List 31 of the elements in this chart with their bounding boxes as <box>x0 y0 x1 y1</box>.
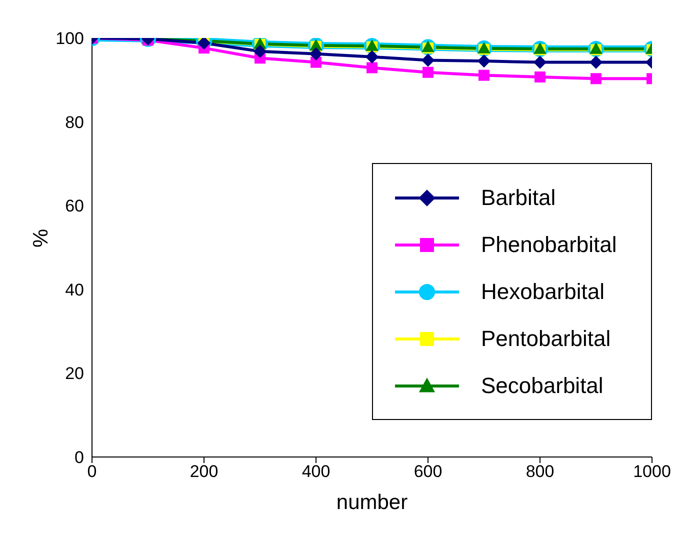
x-tick-label: 0 <box>87 462 97 482</box>
x-tick-label: 200 <box>190 462 218 482</box>
legend-label: Hexobarbital <box>481 278 605 304</box>
y-axis-title: % <box>29 228 52 248</box>
point <box>534 71 546 82</box>
point <box>533 56 547 69</box>
y-tick-label: 0 <box>74 448 84 468</box>
y-tick-label: 60 <box>65 196 84 216</box>
point <box>253 44 267 58</box>
x-tick-label: 600 <box>414 462 442 482</box>
point <box>309 47 323 61</box>
point <box>589 56 603 69</box>
legend-label: Secobarbital <box>481 372 604 398</box>
x-tick-label: 400 <box>302 462 330 482</box>
point <box>422 66 434 78</box>
point <box>477 54 491 68</box>
point <box>421 54 435 67</box>
x-axis-title: number <box>336 491 408 514</box>
point <box>478 70 490 81</box>
point <box>365 50 379 64</box>
x-tick-label: 800 <box>526 462 554 482</box>
legend-label: Phenobarbital <box>481 232 617 258</box>
y-tick-label: 40 <box>65 280 84 300</box>
y-tick-label: 20 <box>65 364 84 384</box>
y-tick-label: 80 <box>65 112 84 132</box>
legend-label: Barbital <box>481 184 556 210</box>
legend-label: Pentobarbital <box>481 326 611 352</box>
x-tick-label: 1000 <box>633 462 671 482</box>
point <box>366 62 378 74</box>
point <box>590 73 602 84</box>
y-tick-label: 100 <box>56 29 84 48</box>
